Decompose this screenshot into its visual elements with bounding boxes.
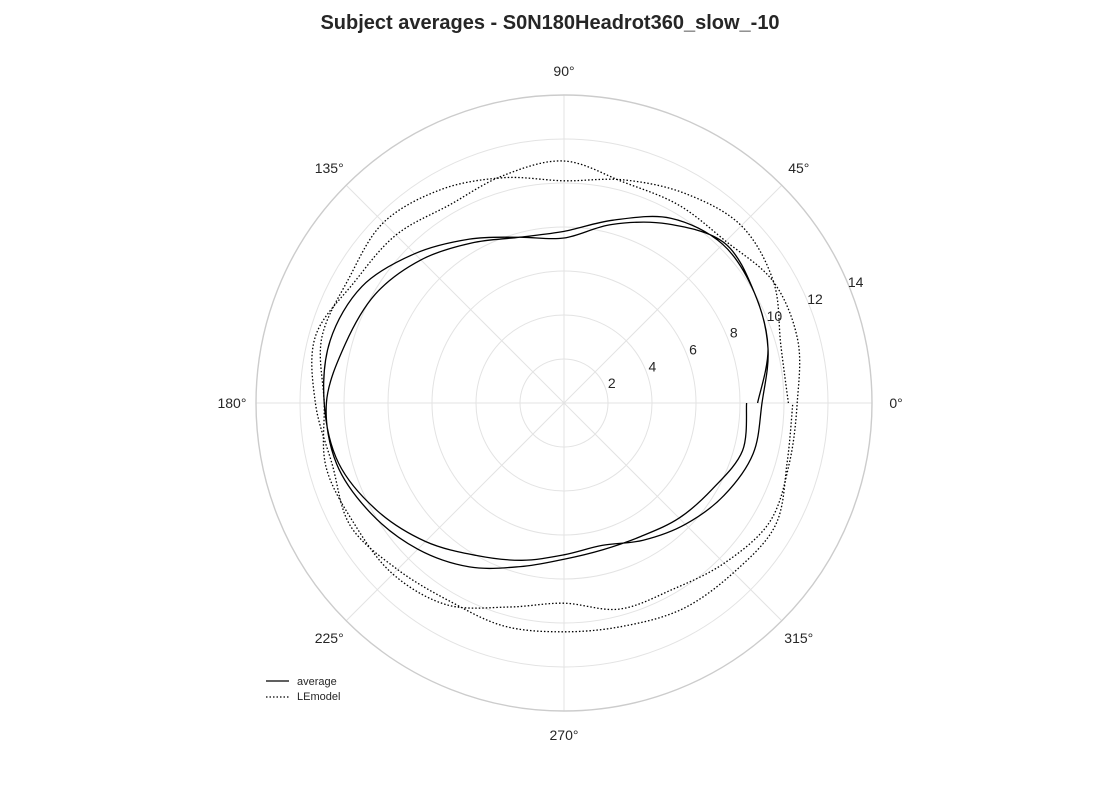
theta-tick-label: 90° [553, 63, 574, 79]
r-gridline [343, 182, 785, 624]
polar-grid [255, 94, 873, 712]
r-tick-label: 8 [730, 325, 738, 341]
theta-tick-label: 225° [315, 630, 344, 646]
r-tick-label: 6 [689, 342, 697, 358]
theta-gridline [345, 184, 565, 404]
data-series [311, 160, 801, 633]
r-tick-label: 10 [767, 308, 783, 324]
r-gridline [387, 226, 741, 580]
theta-tick-label: 135° [315, 160, 344, 176]
r-gridline [519, 358, 609, 448]
legend: average LEmodel [266, 676, 340, 703]
theta-tick-label: 0° [889, 395, 902, 411]
legend-lemodel-label: LEmodel [297, 691, 340, 703]
theta-tick-label: 180° [217, 395, 246, 411]
theta-tick-label: 315° [784, 630, 813, 646]
theta-tick-label: 270° [550, 727, 579, 743]
theta-gridline [345, 402, 565, 622]
r-tick-label: 12 [807, 291, 823, 307]
r-tick-label: 14 [848, 274, 864, 290]
theta-gridline [563, 184, 783, 404]
r-tick-label: 2 [608, 375, 616, 391]
chart-title: Subject averages - S0N180Headrot360_slow… [320, 12, 780, 34]
r-gridline [475, 314, 653, 492]
r-gridline [431, 270, 697, 536]
polar-outer-ring [255, 94, 873, 712]
legend-average-label: average [297, 676, 337, 688]
theta-tick-label: 45° [788, 160, 809, 176]
r-gridline [299, 138, 829, 668]
r-tick-label: 4 [649, 358, 657, 374]
series-line-average [323, 215, 769, 570]
theta-gridline [563, 402, 783, 622]
tick-labels: 0° 45° 90° 135° 180° 225° 270° 315° 2 4 6 8 10 12 14 [217, 63, 902, 743]
